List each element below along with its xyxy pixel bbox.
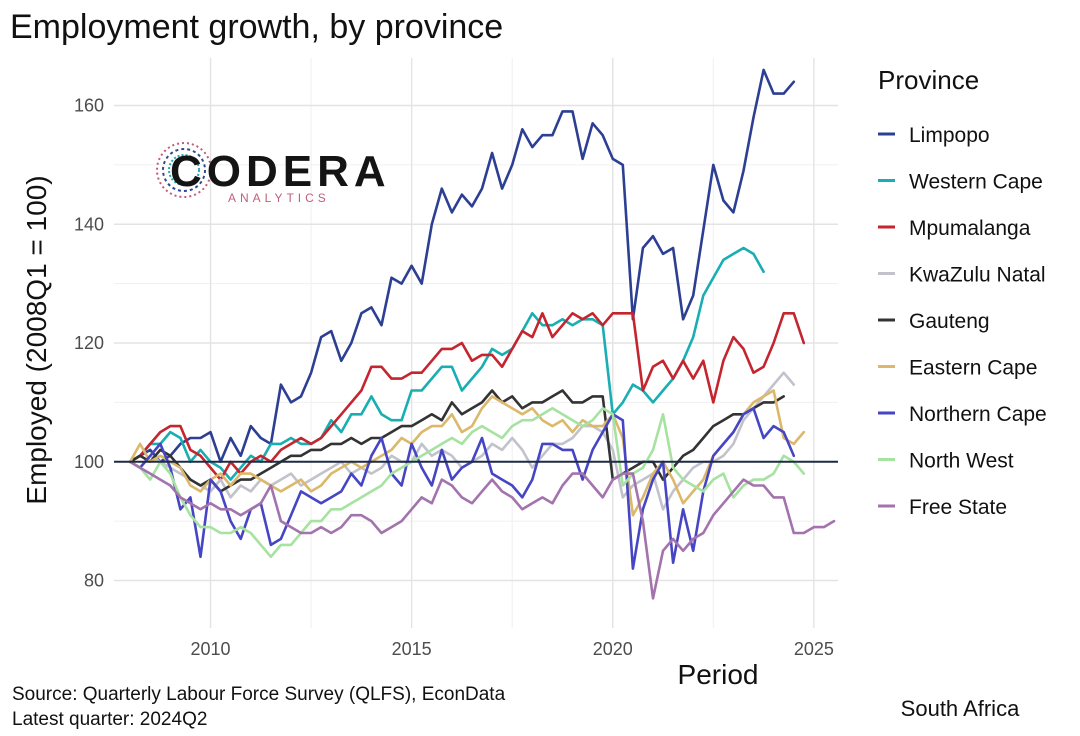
legend-label-free-state: Free State <box>909 496 1007 519</box>
logo-swirl-icon <box>156 142 212 198</box>
y-axis-label: Employed (2008Q1 = 100) <box>21 175 52 504</box>
series-line-limpopo <box>128 68 796 464</box>
y-tick-label: 120 <box>74 333 104 353</box>
axes: 80 100 120 140 160 2010 2015 2020 2025 <box>74 96 834 660</box>
legend: Province Limpopo Western Cape Mpumalanga Kw… <box>878 65 1047 519</box>
caption-source: Source: Quarterly Labour Force Survey (Q… <box>12 684 506 705</box>
y-tick-label: 160 <box>74 96 104 116</box>
y-tick-label: 100 <box>74 452 104 472</box>
legend-title: Province <box>878 65 979 95</box>
x-tick-label: 2020 <box>593 639 633 659</box>
x-axis-label: Period <box>678 659 759 690</box>
series-line-gauteng <box>128 389 786 493</box>
grid <box>114 58 838 628</box>
legend-label-eastern-cape: Eastern Cape <box>909 357 1037 380</box>
x-tick-label: 2025 <box>794 639 834 659</box>
series-line-north-west <box>128 406 806 559</box>
logo-wordmark: CODERA <box>170 147 391 196</box>
series-line-mpumalanga <box>128 311 806 481</box>
legend-label-north-west: North West <box>909 450 1014 473</box>
region-label: South Africa <box>901 696 1020 721</box>
codera-logo: CODERA ANALYTICS <box>156 142 391 205</box>
series-line-eastern-cape <box>128 389 806 517</box>
y-tick-label: 80 <box>84 571 104 591</box>
legend-label-northern-cape: Northern Cape <box>909 403 1047 426</box>
legend-label-western-cape: Western Cape <box>909 171 1043 194</box>
series-line-western-cape <box>128 246 765 481</box>
logo-subword: ANALYTICS <box>228 191 330 205</box>
caption-latest-quarter: Latest quarter: 2024Q2 <box>12 709 207 730</box>
x-tick-label: 2010 <box>191 639 231 659</box>
series-lines <box>128 68 836 600</box>
legend-label-gauteng: Gauteng <box>909 310 990 333</box>
legend-label-kwazulu-natal: KwaZulu Natal <box>909 264 1046 287</box>
x-tick-label: 2015 <box>392 639 432 659</box>
series-line-free-state <box>128 460 836 600</box>
y-tick-label: 140 <box>74 214 104 234</box>
legend-label-mpumalanga: Mpumalanga <box>909 217 1031 240</box>
chart-title: Employment growth, by province <box>10 8 503 46</box>
legend-label-limpopo: Limpopo <box>909 124 990 147</box>
series-line-northern-cape <box>128 406 796 570</box>
